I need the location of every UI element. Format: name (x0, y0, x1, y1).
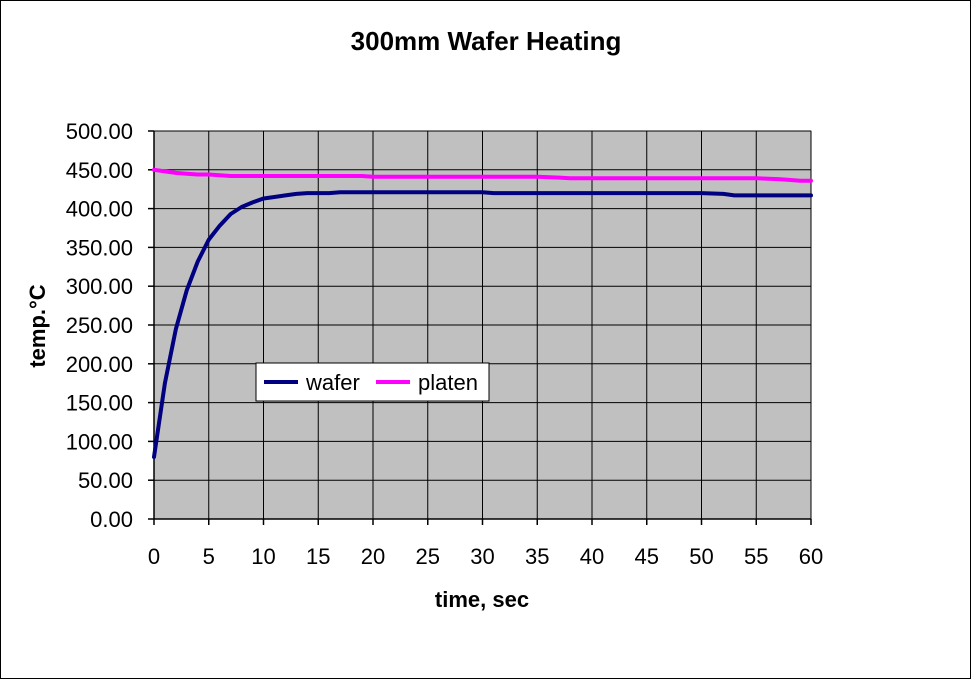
x-tick-label: 40 (580, 544, 604, 569)
legend-label-platen: platen (418, 370, 478, 395)
x-tick-label: 60 (799, 544, 823, 569)
legend-label-wafer: wafer (305, 370, 360, 395)
y-tick-label: 400.00 (66, 197, 133, 222)
series-line-wafer (152, 190, 813, 459)
plot-area: 0.00 50.00 100.00 150.00 200.00 250.00 300.00 3… (66, 119, 824, 569)
x-tick-label: 50 (689, 544, 713, 569)
x-tick-label: 35 (525, 544, 549, 569)
series-line-platen (152, 167, 813, 183)
y-tick-label: 50.00 (78, 468, 133, 493)
x-tick-label: 45 (635, 544, 659, 569)
x-tick-label: 10 (251, 544, 275, 569)
y-tick-label: 500.00 (66, 119, 133, 144)
y-tick-label: 0.00 (90, 507, 133, 532)
x-tick-label: 25 (416, 544, 440, 569)
chart-title: 300mm Wafer Heating (351, 26, 622, 56)
y-tick-label: 150.00 (66, 391, 133, 416)
y-tick-label: 100.00 (66, 429, 133, 454)
x-tick-label: 5 (203, 544, 215, 569)
y-tick-label: 250.00 (66, 313, 133, 338)
x-tick-label: 15 (306, 544, 330, 569)
y-tick-label: 350.00 (66, 235, 133, 260)
x-tick-label: 0 (148, 544, 160, 569)
x-tick-label: 30 (470, 544, 494, 569)
x-axis-title: time, sec (435, 587, 529, 612)
y-axis-title: temp.°C (25, 284, 50, 367)
x-tick-label: 20 (361, 544, 385, 569)
y-tick-label: 300.00 (66, 274, 133, 299)
y-tick-label: 450.00 (66, 158, 133, 183)
x-tick-label: 55 (744, 544, 768, 569)
y-tick-label: 200.00 (66, 352, 133, 377)
